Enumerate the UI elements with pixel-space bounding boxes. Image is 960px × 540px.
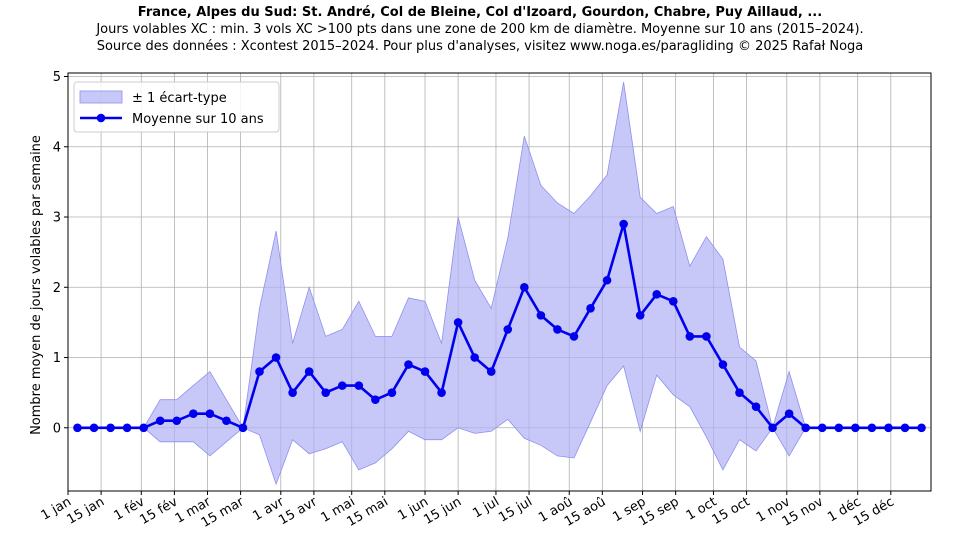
legend-line-marker	[96, 113, 106, 123]
legend-band-label: ± 1 écart-type	[132, 91, 227, 106]
mean-point	[122, 423, 132, 433]
mean-point	[337, 381, 347, 390]
mean-point	[635, 311, 645, 320]
mean-point	[404, 360, 413, 369]
std-deviation-band	[77, 82, 922, 486]
mean-point	[139, 423, 148, 433]
mean-point	[801, 423, 810, 433]
mean-point	[685, 332, 695, 341]
mean-point	[536, 311, 546, 320]
mean-point	[453, 318, 463, 327]
y-tick-label: 1	[53, 351, 61, 366]
mean-point	[304, 367, 314, 376]
mean-point	[238, 423, 248, 433]
mean-point	[884, 423, 893, 433]
mean-point	[619, 219, 628, 229]
mean-point	[189, 409, 198, 419]
title-block: France, Alpes du Sud: St. André, Col de …	[0, 4, 960, 55]
mean-point	[486, 367, 496, 376]
x-tick-label: 15 fév	[137, 494, 180, 528]
mean-point	[255, 367, 264, 376]
y-tick-label: 2	[53, 281, 61, 296]
mean-point	[420, 367, 430, 376]
mean-point	[784, 409, 794, 419]
y-tick-label: 3	[53, 211, 61, 226]
chart-subtitle-line-2: Source des données : Xcontest 2015–2024.…	[96, 39, 864, 54]
mean-point	[851, 423, 860, 433]
std-band-layer	[77, 82, 922, 486]
mean-point	[271, 353, 281, 362]
legend-line-label: Moyenne sur 10 ans	[132, 112, 264, 127]
mean-point	[371, 395, 380, 404]
y-axis-label: Nombre moyen de jours volables par semai…	[29, 135, 44, 435]
x-tick-label: 15 jun	[421, 494, 464, 527]
y-tick-label: 5	[53, 70, 61, 85]
plot-frame	[67, 72, 932, 492]
mean-point	[652, 289, 662, 299]
x-tick-label: 15 oct	[710, 494, 753, 527]
mean-point	[817, 423, 827, 433]
mean-point	[668, 297, 678, 306]
legend: ± 1 écart-type Moyenne sur 10 ans	[73, 81, 280, 133]
mean-point	[288, 388, 297, 397]
mean-point	[321, 388, 331, 397]
mean-point	[602, 275, 612, 285]
mean-point	[106, 423, 115, 433]
mean-point	[702, 332, 711, 341]
x-tick-label: 1 jul	[470, 494, 502, 521]
x-tick-label: 15 avr	[276, 494, 320, 528]
y-tick-label: 4	[53, 140, 61, 155]
chart-subtitle-line-1: Jours volables XC : min. 3 vols XC >100 …	[96, 22, 864, 37]
mean-point	[470, 353, 479, 362]
mean-point	[503, 325, 513, 334]
mean-point	[437, 388, 446, 397]
mean-point	[205, 409, 215, 419]
chart-title: France, Alpes du Sud: St. André, Col de …	[137, 5, 823, 20]
mean-line	[77, 222, 922, 430]
mean-point	[553, 325, 562, 334]
mean-point	[718, 360, 728, 369]
mean-point	[768, 423, 777, 433]
legend-box	[73, 81, 280, 133]
mean-point	[586, 304, 595, 313]
mean-point	[867, 423, 877, 433]
mean-point	[834, 423, 844, 433]
mean-point	[155, 416, 165, 426]
mean-point	[354, 381, 364, 390]
mean-point	[387, 388, 397, 397]
mean-point	[520, 282, 529, 292]
mean-point	[751, 402, 761, 411]
mean-point	[917, 423, 926, 433]
y-tick-label: 0	[53, 421, 61, 436]
mean-point	[222, 416, 231, 426]
mean-point	[89, 423, 99, 433]
mean-point	[735, 388, 744, 397]
mean-point	[172, 416, 182, 426]
mean-point	[569, 332, 579, 341]
mean-line-layer	[73, 219, 926, 433]
x-tick-label: 15 jan	[65, 494, 108, 527]
x-tick-label: 15 jul	[496, 494, 535, 525]
legend-band-swatch	[79, 90, 123, 104]
mean-point	[73, 423, 82, 433]
mean-point	[900, 423, 910, 433]
